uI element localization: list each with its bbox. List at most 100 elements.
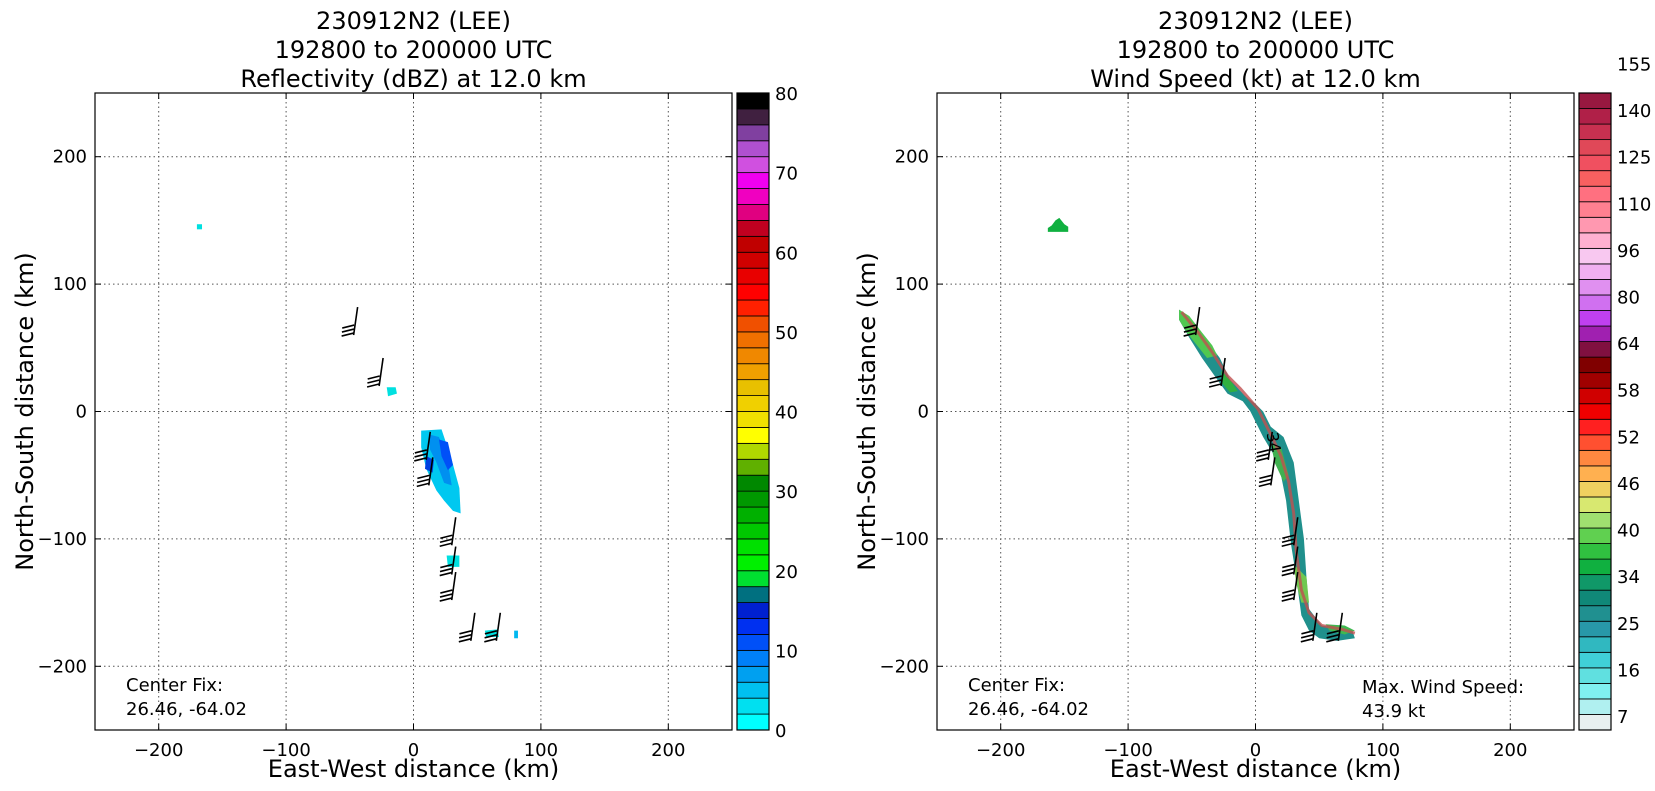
colorbar-segment: [1578, 512, 1612, 529]
wind-barbs: [1183, 306, 1344, 643]
colorbar-segment: [736, 299, 770, 317]
colorbar-segment: [736, 665, 770, 683]
wind-barb-flag: [1301, 630, 1314, 635]
wind-barb-flag: [1258, 482, 1271, 488]
colorbar-segment: [1578, 434, 1612, 451]
y-tick-label: −200: [38, 656, 87, 677]
colorbar-segment: [736, 395, 770, 412]
colorbar-tick-label: 46: [1617, 474, 1640, 495]
x-tick-label: 100: [1366, 740, 1400, 761]
wind-region: [1221, 370, 1238, 393]
colorbar-tick-label: 40: [775, 403, 798, 424]
wind-barb-flag: [1326, 634, 1339, 639]
wind-barb-staff: [470, 612, 476, 641]
wind-barb-staff: [1194, 306, 1201, 336]
colorbar-segment: [1578, 651, 1612, 669]
wind-barbs: [341, 306, 502, 643]
colorbar-tick-label: 16: [1617, 660, 1640, 681]
colorbar-segment: [736, 474, 770, 492]
colorbar-segment: [736, 204, 770, 221]
wind-barb-flag: [440, 534, 453, 540]
colorbar-segment: [736, 490, 770, 508]
wind-barb-flag: [439, 567, 453, 573]
y-tick-label: −100: [880, 529, 929, 550]
wind-barb-flag: [1326, 630, 1340, 635]
wind-barb: [1258, 457, 1276, 488]
colorbar-tick-label: 20: [775, 562, 798, 583]
wind-barb: [366, 357, 384, 388]
y-tick-label: 100: [895, 274, 929, 295]
x-tick-label: −200: [134, 740, 183, 761]
colorbar-segment: [1578, 682, 1612, 700]
wind-barb-flag: [1209, 375, 1222, 380]
wind-barb-flag: [1256, 453, 1269, 458]
wind-barb-flag: [484, 638, 497, 643]
wind-barb-flag: [1300, 638, 1314, 643]
wind-barb-flag: [1281, 593, 1295, 598]
wind-barb-flag: [367, 375, 380, 380]
echo-region: [428, 434, 452, 486]
colorbar-tick-label: 155: [1617, 54, 1651, 75]
colorbar-tick-label: 0: [775, 721, 786, 742]
echo-region: [514, 630, 518, 639]
x-tick-label: −100: [261, 740, 310, 761]
wind-barb-flag: [417, 474, 430, 480]
wind-barb-staff: [425, 431, 432, 461]
wind-barb-flag: [439, 542, 452, 548]
colorbar-segment: [736, 442, 770, 460]
echo-region: [386, 387, 397, 397]
wind-barb-staff: [450, 517, 457, 546]
colorbar-segment: [1578, 356, 1612, 374]
wind-barb-flag: [484, 634, 497, 639]
y-tick-label: 200: [895, 147, 929, 168]
wind-barb-staff: [1292, 571, 1299, 601]
wind-barb: [414, 431, 432, 462]
plot-data: [196, 224, 518, 639]
colorbar-segment: [1578, 667, 1612, 684]
wind-barb: [458, 612, 476, 643]
x-tick-label: 0: [1250, 740, 1261, 761]
colorbar-segment: [1578, 325, 1612, 342]
wind-barb: [1183, 306, 1201, 337]
wind-barb-staff: [1267, 431, 1274, 461]
wind-barb-flag: [341, 332, 354, 337]
wind-barb-flag: [414, 449, 428, 454]
wind-barb-flag: [1256, 457, 1269, 462]
wind-barb-flag: [1282, 589, 1295, 594]
wind-barb: [439, 546, 457, 577]
wind-barb-staff: [1269, 457, 1276, 486]
chart-title-line-1: 230912N2 (LEE): [1158, 7, 1353, 35]
wind-barb: [1281, 546, 1299, 577]
wind-region: [1270, 443, 1289, 482]
colorbar-tick-label: 110: [1617, 194, 1651, 215]
wind-barb-flag: [1281, 567, 1295, 573]
colorbar-segment: [1578, 310, 1612, 327]
wind-barb-flag: [1300, 634, 1314, 639]
colorbar-segment: [736, 331, 770, 349]
colorbar-segment: [736, 251, 770, 269]
colorbar-segment: [1578, 123, 1612, 141]
wind-barb-flag: [1282, 563, 1295, 569]
wind-barb: [439, 517, 457, 548]
wind-region: [1179, 309, 1355, 641]
colorbar-segment: [1578, 465, 1612, 482]
wind-barb-flag: [439, 597, 452, 602]
wind-barb-flag: [1281, 571, 1294, 577]
wind-barb-flag: [1256, 449, 1270, 454]
colorbar-segment: [1578, 185, 1612, 203]
colorbar-segment: [1578, 216, 1612, 234]
wind-barb-flag: [440, 563, 453, 569]
chart-panel-1: 230912N2 (LEE)192800 to 200000 UTCReflec…: [11, 7, 798, 783]
center-fix-label: Center Fix:: [968, 675, 1065, 696]
wind-barb-flag: [416, 482, 429, 488]
colorbar-tick-label: 140: [1617, 101, 1651, 122]
y-axis-label: North-South distance (km): [853, 252, 881, 571]
wind-barb: [1208, 357, 1226, 388]
colorbar-segment: [736, 124, 770, 142]
y-tick-label: 0: [918, 402, 929, 423]
colorbar-segment: [1578, 527, 1612, 544]
colorbar-segment: [1578, 403, 1612, 420]
colorbar-tick-label: 50: [775, 323, 798, 344]
wind-barb-flag: [342, 324, 355, 329]
